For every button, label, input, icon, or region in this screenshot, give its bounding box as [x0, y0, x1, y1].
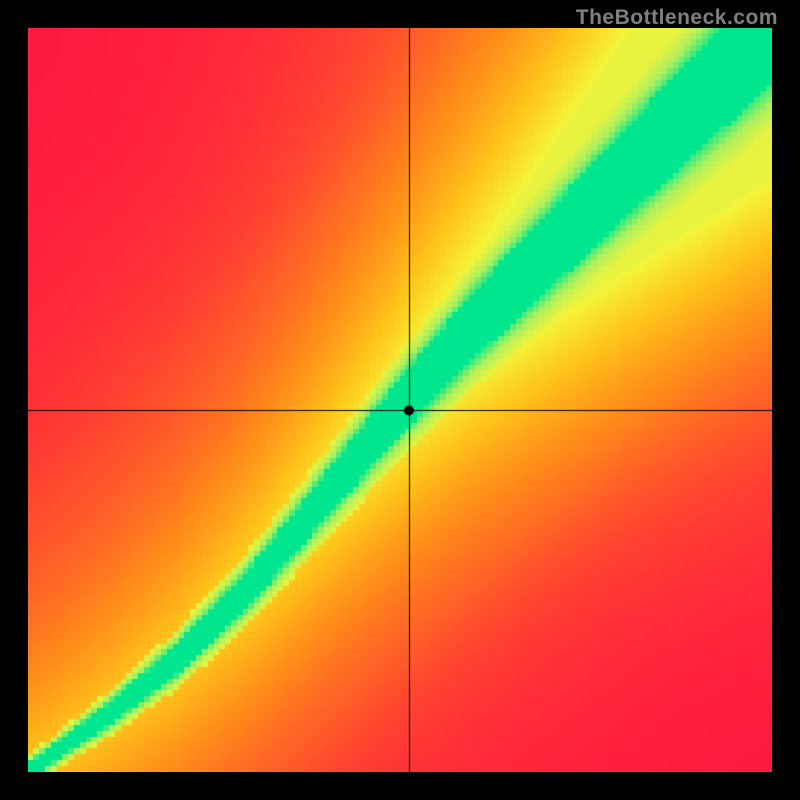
- overlay-canvas: [28, 28, 772, 772]
- watermark-label: TheBottleneck.com: [576, 6, 778, 30]
- stage: TheBottleneck.com: [0, 0, 800, 800]
